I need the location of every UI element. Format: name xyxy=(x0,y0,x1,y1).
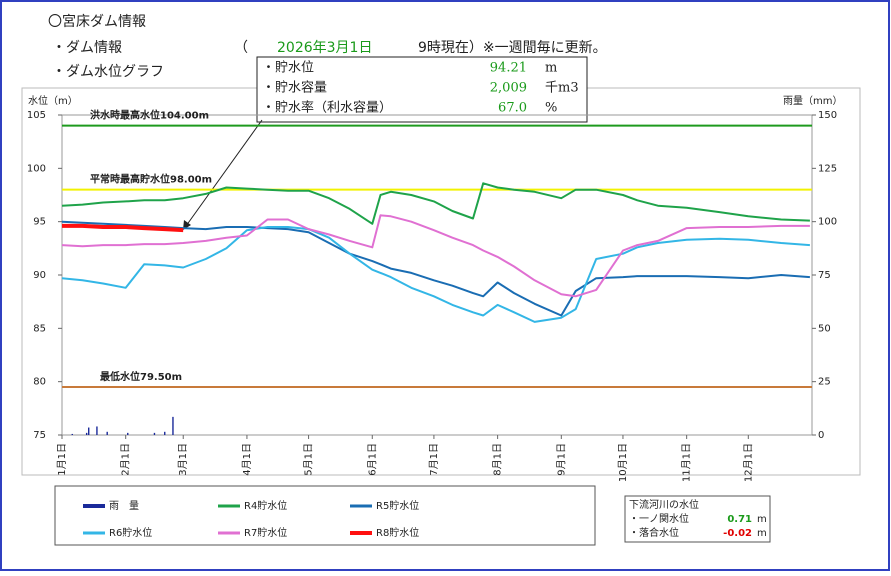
y-tick-label: 80 xyxy=(33,377,46,388)
x-tick-label: 2月1日 xyxy=(120,443,132,476)
y-tick-label: 105 xyxy=(27,110,46,121)
y2-tick-label: 0 xyxy=(818,430,824,441)
legend-label: 雨 量 xyxy=(109,500,139,512)
info-unit: % xyxy=(545,101,557,116)
section-heading: ・ダム情報 xyxy=(52,40,122,56)
downstream-box xyxy=(624,495,771,543)
rain-bar xyxy=(71,433,73,435)
y-tick-label: 75 xyxy=(33,430,46,441)
legend-label: R4貯水位 xyxy=(244,499,287,512)
series-line xyxy=(61,182,810,225)
legend-label: R5貯水位 xyxy=(376,499,419,512)
y2-tick-label: 50 xyxy=(818,323,831,334)
downstream-value: 0.71 xyxy=(727,514,752,525)
rain-bar xyxy=(88,427,90,435)
rain-bar xyxy=(127,432,129,435)
x-tick-label: 6月1日 xyxy=(366,443,378,476)
x-tick-label: 1月1日 xyxy=(56,443,68,476)
y2-axis-label: 雨量（mm） xyxy=(783,95,842,107)
y2-tick-label: 125 xyxy=(818,163,837,174)
downstream-label: ・一ノ関水位 xyxy=(629,512,689,525)
page-title: 〇宮床ダム情報 xyxy=(48,14,146,30)
y2-tick-label: 75 xyxy=(818,270,831,281)
y2-tick-label: 25 xyxy=(818,377,831,388)
x-tick-label: 8月1日 xyxy=(492,443,504,476)
series-line xyxy=(61,226,810,323)
rain-bar xyxy=(153,432,156,435)
rain-bar xyxy=(106,431,108,435)
x-tick-label: 11月1日 xyxy=(681,443,693,482)
info-unit: m xyxy=(545,61,557,76)
downstream-title: 下流河川の水位 xyxy=(629,498,699,511)
y2-tick-label: 100 xyxy=(818,217,837,228)
legend-label: R8貯水位 xyxy=(376,526,419,539)
x-tick-label: 4月1日 xyxy=(241,443,253,476)
legend-label: R7貯水位 xyxy=(244,526,287,539)
y-tick-label: 85 xyxy=(33,323,46,334)
x-tick-label: 3月1日 xyxy=(177,443,189,476)
callout-arrow xyxy=(185,119,263,227)
legend-label: R6貯水位 xyxy=(109,526,152,539)
x-tick-label: 12月1日 xyxy=(742,443,754,482)
info-unit: 千m3 xyxy=(545,81,579,96)
downstream-label: ・落合水位 xyxy=(629,526,679,539)
x-tick-label: 7月1日 xyxy=(428,443,440,476)
series-line xyxy=(62,223,184,233)
y-tick-label: 95 xyxy=(33,217,46,228)
update-note: 9時現在）※一週間毎に更新。 xyxy=(418,40,607,56)
reference-label: 最低水位79.50m xyxy=(100,370,182,383)
y-tick-label: 90 xyxy=(33,270,46,281)
y-axis-label: 水位（m） xyxy=(28,94,78,107)
section-heading: ・ダム水位グラフ xyxy=(52,64,164,80)
legend-box xyxy=(54,485,596,546)
x-tick-label: 9月1日 xyxy=(555,443,567,476)
rain-bar xyxy=(96,426,98,435)
series-line xyxy=(61,214,810,298)
downstream-unit: m xyxy=(757,514,767,525)
paren: （ xyxy=(234,40,248,56)
info-value: 94.21 xyxy=(490,61,527,76)
rain-bar xyxy=(164,431,166,435)
info-label: ・貯水率（利水容量） xyxy=(262,100,392,116)
info-box-border xyxy=(256,56,588,123)
info-value: 67.0 xyxy=(498,101,527,116)
x-tick-label: 10月1日 xyxy=(617,443,629,482)
reference-label: 洪水時最高水位104.00m xyxy=(90,109,209,122)
rain-bar xyxy=(85,432,88,435)
date: 2026年3月1日 xyxy=(277,40,372,56)
rain-bar xyxy=(172,416,174,435)
reference-label: 平常時最高貯水位98.00m xyxy=(90,173,212,186)
downstream-unit: m xyxy=(757,528,767,539)
info-value: 2,009 xyxy=(490,81,527,96)
downstream-value: -0.02 xyxy=(723,528,752,539)
info-box xyxy=(256,56,588,123)
info-label: ・貯水容量 xyxy=(262,80,327,96)
y2-tick-label: 150 xyxy=(818,110,837,121)
info-label: ・貯水位 xyxy=(262,61,314,76)
x-tick-label: 5月1日 xyxy=(303,443,315,476)
y-tick-label: 100 xyxy=(27,163,46,174)
